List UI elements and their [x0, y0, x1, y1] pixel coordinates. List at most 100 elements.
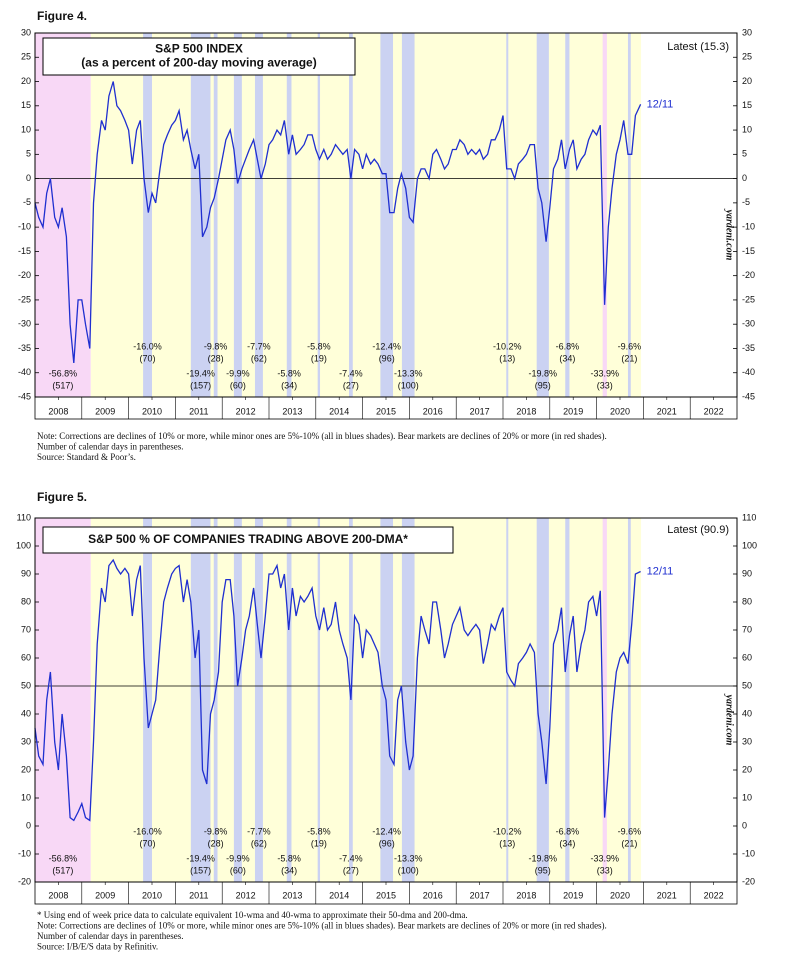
region-days-label: (70)	[140, 353, 156, 363]
region-change-label: -19.4%	[186, 853, 215, 863]
region-change-label: -56.8%	[49, 853, 78, 863]
region-change-label: -9.9%	[226, 368, 250, 378]
correction-shade	[233, 33, 242, 397]
y2-tick-label: 40	[742, 708, 752, 718]
region-change-label: -6.8%	[556, 341, 580, 351]
y2-tick-label: -15	[742, 246, 755, 256]
region-change-label: -33.9%	[591, 853, 620, 863]
correction-shade	[536, 518, 549, 882]
region-days-label: (70)	[140, 838, 156, 848]
correction-shade	[213, 33, 218, 397]
region-days-label: (34)	[281, 380, 297, 390]
region-change-label: -13.3%	[394, 853, 423, 863]
y2-tick-label: 10	[742, 124, 752, 134]
region-change-label: -33.9%	[591, 368, 620, 378]
region-change-label: -6.8%	[556, 826, 580, 836]
region-days-label: (62)	[251, 838, 267, 848]
correction-shade	[401, 33, 415, 397]
x-tick-label: 2010	[142, 406, 162, 416]
x-tick-label: 2014	[329, 406, 349, 416]
correction-shade	[565, 518, 570, 882]
correction-shade	[506, 33, 509, 397]
watermark: yardeni.com	[724, 694, 735, 746]
note: Note: Corrections are declines of 10% or…	[37, 431, 607, 441]
region-change-label: -7.4%	[339, 853, 363, 863]
figure-label: Figure 5.	[37, 490, 87, 504]
region-days-label: (517)	[52, 380, 73, 390]
x-tick-label: 2015	[376, 406, 396, 416]
latest-label: Latest (90.9)	[667, 524, 729, 536]
x-tick-label: 2018	[516, 890, 536, 900]
region-days-label: (19)	[311, 838, 327, 848]
y-tick-label: 25	[21, 52, 31, 62]
y2-tick-label: 50	[742, 680, 752, 690]
region-days-label: (28)	[208, 838, 224, 848]
y2-tick-label: 30	[742, 27, 752, 37]
bear-shade	[602, 518, 607, 882]
x-tick-label: 2014	[329, 890, 349, 900]
x-tick-label: 2019	[563, 406, 583, 416]
region-change-label: -5.8%	[277, 368, 301, 378]
region-days-label: (28)	[208, 353, 224, 363]
y2-tick-label: -25	[742, 294, 755, 304]
y-tick-label: 50	[21, 680, 31, 690]
y2-tick-label: -45	[742, 391, 755, 401]
x-tick-label: 2021	[657, 406, 677, 416]
x-tick-label: 2010	[142, 890, 162, 900]
y-tick-label: 60	[21, 652, 31, 662]
region-days-label: (517)	[52, 865, 73, 875]
region-change-label: -19.8%	[529, 368, 558, 378]
y-tick-label: 90	[21, 568, 31, 578]
region-days-label: (13)	[499, 353, 515, 363]
region-change-label: -10.2%	[493, 826, 522, 836]
y-tick-label: -45	[18, 391, 31, 401]
x-tick-label: 2011	[189, 406, 208, 416]
y2-tick-label: -10	[742, 222, 755, 232]
region-days-label: (21)	[621, 353, 637, 363]
y-tick-label: -15	[18, 246, 31, 256]
region-days-label: (19)	[311, 353, 327, 363]
region-change-label: -16.0%	[133, 341, 162, 351]
data-line	[34, 558, 641, 822]
y2-tick-label: 20	[742, 76, 752, 86]
y2-tick-label: -10	[742, 848, 755, 858]
y-tick-label: 0	[26, 173, 31, 183]
note: Number of calendar days in parentheses.	[37, 442, 183, 452]
y-tick-label: -25	[18, 294, 31, 304]
y-tick-label: 20	[21, 764, 31, 774]
correction-shade	[627, 518, 631, 882]
figure-label: Figure 4.	[37, 9, 87, 23]
data-line	[34, 81, 642, 364]
region-days-label: (33)	[597, 380, 613, 390]
region-days-label: (60)	[230, 380, 246, 390]
x-tick-label: 2019	[563, 890, 583, 900]
correction-shade	[254, 518, 263, 882]
y2-tick-label: 25	[742, 52, 752, 62]
y-tick-label: 110	[17, 512, 31, 522]
region-days-label: (27)	[343, 865, 359, 875]
chart-title: (as a percent of 200-day moving average)	[81, 56, 316, 70]
x-tick-label: 2013	[282, 406, 302, 416]
region-change-label: -19.8%	[529, 853, 558, 863]
region-change-label: -13.3%	[394, 368, 423, 378]
region-days-label: (157)	[190, 865, 211, 875]
y-tick-label: 5	[26, 149, 31, 159]
x-tick-label: 2016	[423, 890, 443, 900]
region-days-label: (95)	[535, 380, 551, 390]
y-tick-label: 30	[21, 736, 31, 746]
y-tick-label: 40	[21, 708, 31, 718]
x-tick-label: 2017	[470, 406, 490, 416]
y2-tick-label: 5	[742, 149, 747, 159]
x-tick-label: 2022	[704, 406, 724, 416]
region-days-label: (34)	[281, 865, 297, 875]
y-tick-label: -10	[18, 848, 31, 858]
x-tick-label: 2020	[610, 890, 630, 900]
region-days-label: (100)	[398, 380, 419, 390]
x-tick-label: 2011	[189, 890, 208, 900]
region-days-label: (33)	[597, 865, 613, 875]
latest-label: Latest (15.3)	[667, 41, 729, 53]
note: Number of calendar days in parentheses.	[37, 931, 183, 941]
region-days-label: (34)	[559, 838, 575, 848]
region-days-label: (95)	[535, 865, 551, 875]
